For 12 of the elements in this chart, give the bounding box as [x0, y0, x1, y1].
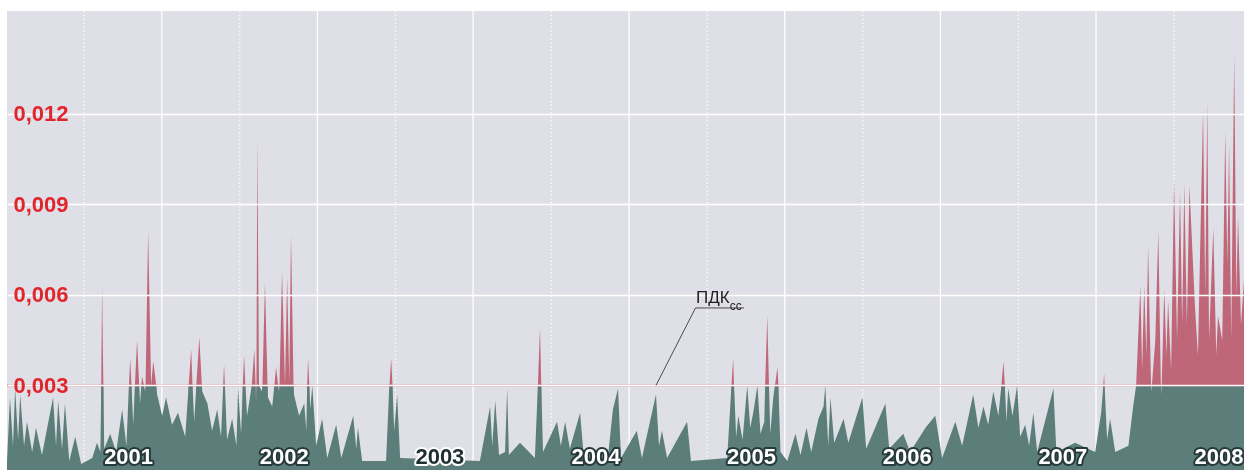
y-tick-label: 0,006 [13, 282, 69, 308]
y-tick-label: 0,009 [13, 191, 69, 217]
x-tick-label: 2007 [1038, 443, 1088, 469]
x-tick-label: 2002 [259, 443, 309, 469]
y-tick-label: 0,012 [13, 101, 69, 127]
x-tick-label: 2004 [571, 443, 622, 469]
x-tick-label: 2005 [727, 443, 777, 469]
annotation: ПДК$_{сс}$ [695, 288, 742, 314]
x-tick-label: 2008 [1194, 443, 1244, 469]
y-tick-label: 0,003 [13, 372, 69, 398]
x-tick-label: 2001 [104, 443, 154, 469]
x-tick-label: 2006 [882, 443, 932, 469]
